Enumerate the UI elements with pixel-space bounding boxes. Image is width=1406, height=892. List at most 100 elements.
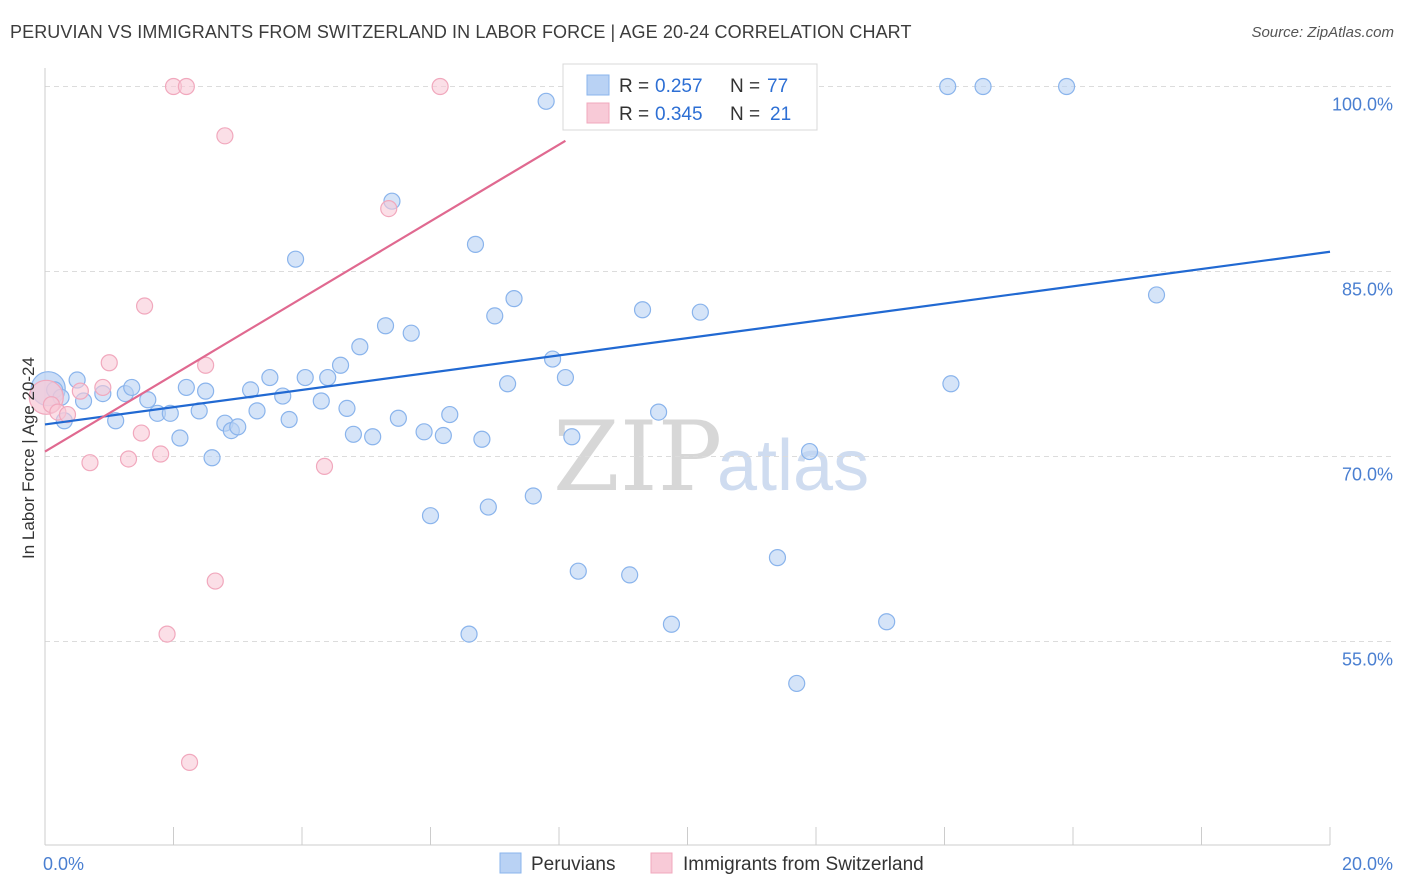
switzerland-r-value: 0.345 xyxy=(655,104,703,125)
peruvians-point xyxy=(788,674,806,693)
peruvians-point xyxy=(338,399,356,417)
peruvians-point xyxy=(280,410,298,429)
peruvians-point xyxy=(460,625,478,643)
peruvians-legend-swatch xyxy=(586,74,610,96)
peruvians-r-value: 0.257 xyxy=(655,76,703,97)
peruvians-point xyxy=(248,402,266,420)
switzerland-n-value: 21 xyxy=(770,104,791,125)
legend-switzerland-label: Immigrants from Switzerland xyxy=(683,854,924,875)
y-tick-label: 100.0% xyxy=(1332,95,1393,115)
peruvians-point xyxy=(939,77,957,96)
stats-legend: R = 0.257 N = 77 R = 0.345 N = 21 xyxy=(562,63,818,131)
axes xyxy=(44,68,1331,846)
switzerland-point xyxy=(135,297,154,315)
peruvians-point xyxy=(1057,77,1076,96)
peruvians-point xyxy=(286,250,305,268)
peruvians-point xyxy=(499,375,517,393)
peruvians-point xyxy=(421,507,440,525)
watermark-atlas: atlas xyxy=(717,426,869,506)
peruvians-point xyxy=(768,549,787,567)
switzerland-point xyxy=(380,200,398,218)
peruvians-point xyxy=(319,368,337,387)
peruvians-trend-line xyxy=(44,250,1331,426)
chart-title: PERUVIAN VS IMMIGRANTS FROM SWITZERLAND … xyxy=(10,22,912,42)
peruvians-point xyxy=(563,428,581,446)
peruvians-point xyxy=(556,368,575,387)
source-credit: Source: ZipAtlas.com xyxy=(1251,24,1394,41)
switzerland-point xyxy=(81,454,99,472)
peruvians-point xyxy=(524,487,542,505)
y-tick-label: 85.0% xyxy=(1342,280,1393,300)
switzerland-point xyxy=(71,382,89,400)
switzerland-n-label: N = xyxy=(730,104,760,125)
switzerland-point xyxy=(158,625,176,643)
x-tick-labels: 0.0% 20.0% xyxy=(43,854,1393,874)
watermark: ZIP atlas xyxy=(553,401,869,513)
switzerland-point xyxy=(206,572,224,590)
switzerland-points xyxy=(28,77,449,771)
peruvians-point xyxy=(261,368,279,387)
switzerland-point xyxy=(152,445,170,463)
peruvians-point xyxy=(177,378,195,397)
peruvians-point xyxy=(473,430,491,448)
peruvians-point xyxy=(1147,286,1166,304)
peruvians-point xyxy=(942,375,960,393)
peruvians-point xyxy=(466,235,485,253)
peruvians-point xyxy=(161,404,179,422)
peruvians-point xyxy=(389,409,407,427)
legend-peruvians-swatch xyxy=(499,852,522,874)
peruvians-n-label: N = xyxy=(730,76,760,97)
peruvians-point xyxy=(800,442,819,461)
peruvians-point xyxy=(171,429,189,447)
peruvians-point xyxy=(344,425,362,443)
peruvians-point xyxy=(197,382,215,400)
peruvians-point xyxy=(441,405,459,424)
peruvians-point xyxy=(312,392,330,410)
switzerland-point xyxy=(180,753,199,771)
peruvians-point xyxy=(139,391,157,409)
peruvians-point xyxy=(123,378,141,397)
peruvians-point xyxy=(296,368,314,387)
switzerland-point xyxy=(119,450,138,468)
switzerland-legend-swatch xyxy=(586,102,610,124)
peruvians-n-value: 77 xyxy=(767,76,788,97)
peruvians-point xyxy=(569,562,587,580)
y-axis-label: In Labor Force | Age 20-24 xyxy=(19,357,38,559)
peruvians-point xyxy=(633,301,652,319)
peruvians-point xyxy=(621,566,639,584)
legend-peruvians-label: Peruvians xyxy=(531,854,616,875)
peruvians-point xyxy=(351,338,369,356)
switzerland-r-label: R = xyxy=(619,104,649,125)
peruvians-point xyxy=(203,449,221,467)
peruvians-point xyxy=(691,303,709,321)
switzerland-point xyxy=(315,457,334,475)
peruvians-r-label: R = xyxy=(619,76,649,97)
peruvians-points xyxy=(30,77,1166,693)
trend-lines xyxy=(44,139,1331,453)
peruvians-point xyxy=(415,423,433,441)
x-tick-label: 0.0% xyxy=(43,854,84,874)
peruvians-point xyxy=(505,290,523,308)
peruvians-point xyxy=(402,324,420,342)
peruvians-point xyxy=(229,418,247,436)
gridlines xyxy=(45,86,1395,642)
switzerland-point xyxy=(94,378,112,397)
peruvians-point xyxy=(274,387,292,405)
peruvians-point xyxy=(662,615,681,633)
peruvians-point xyxy=(878,613,896,631)
switzerland-point xyxy=(58,405,77,424)
switzerland-point xyxy=(100,354,118,372)
switzerland-point xyxy=(216,127,234,145)
switzerland-point xyxy=(132,424,150,442)
switzerland-point xyxy=(197,356,215,374)
peruvians-point xyxy=(376,317,395,335)
peruvians-point xyxy=(537,92,555,110)
series-legend: Peruvians Immigrants from Switzerland xyxy=(499,852,924,875)
y-tick-labels: 100.0% 85.0% 70.0% 55.0% xyxy=(1332,95,1393,670)
switzerland-point xyxy=(177,77,195,96)
legend-switzerland-swatch xyxy=(650,852,673,874)
peruvians-point xyxy=(486,307,504,325)
peruvians-point xyxy=(479,498,497,516)
peruvians-point xyxy=(107,412,125,430)
